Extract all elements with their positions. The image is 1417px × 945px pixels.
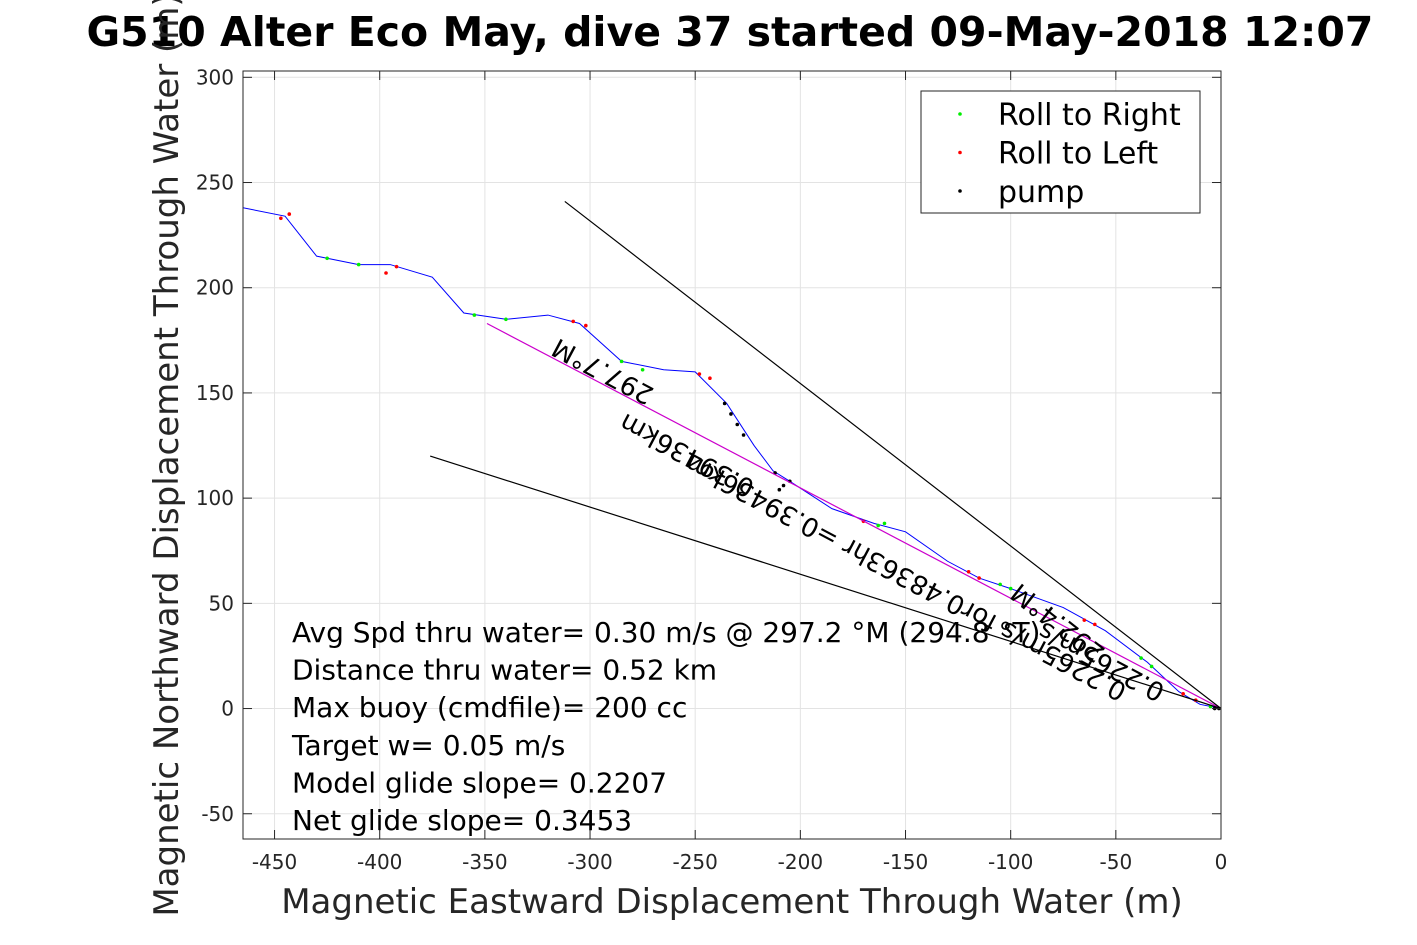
series-point — [1082, 618, 1087, 622]
series-point — [384, 271, 388, 275]
y-tick-label: 150 — [196, 381, 234, 405]
series-point — [640, 367, 645, 372]
series-point — [966, 569, 971, 574]
stats-line: Model glide slope= 0.2207 — [292, 766, 667, 799]
series-point — [1149, 664, 1154, 669]
x-tick-label: -200 — [778, 850, 823, 874]
legend-marker — [958, 150, 962, 155]
x-axis-label: Magnetic Eastward Displacement Through W… — [281, 882, 1183, 922]
series-point — [735, 422, 740, 427]
series-point — [394, 264, 399, 269]
x-tick-label: -400 — [357, 850, 402, 874]
series-point — [741, 433, 746, 437]
legend-label: Roll to Right — [998, 98, 1181, 133]
series-point — [998, 582, 1002, 587]
series-point — [729, 412, 733, 416]
legend-label: Roll to Left — [998, 137, 1158, 172]
legend-marker — [958, 189, 962, 193]
x-tick-label: -450 — [252, 850, 297, 874]
x-tick-label: -350 — [462, 850, 507, 874]
y-tick-label: 250 — [196, 171, 234, 195]
x-tick-label: -250 — [672, 850, 717, 874]
stats-line: Max buoy (cmdfile)= 200 cc — [292, 691, 687, 724]
legend-box — [920, 90, 1201, 214]
y-tick-label: 100 — [196, 486, 234, 510]
stats-line: Net glide slope= 0.3453 — [292, 804, 632, 837]
series-point — [279, 216, 283, 221]
ticks-layer: -450 -400 -350 -300 -250 -200 -150 -100 -50 0 -50 0… — [196, 65, 1228, 874]
series-point — [882, 521, 887, 526]
y-axis-label: Magnetic Northward Displacement Through … — [147, 0, 187, 917]
series-layer — [243, 200, 1221, 711]
stats-text-box: Avg Spd thru water= 0.30 m/s @ 297.2 °M … — [291, 616, 1040, 837]
series-point — [876, 523, 880, 528]
series-point — [1139, 656, 1143, 660]
series-point — [619, 359, 624, 364]
series-point — [781, 483, 786, 488]
y-tick-label: 300 — [196, 65, 234, 89]
series-point — [777, 487, 782, 492]
y-tick-label: 200 — [196, 276, 234, 300]
series-point — [1008, 586, 1013, 591]
legend-marker — [958, 112, 962, 116]
stats-line: Target w= 0.05 m/s — [291, 729, 565, 762]
y-tick-label: 50 — [209, 591, 234, 615]
series-point — [584, 323, 588, 328]
series-point — [504, 317, 508, 322]
x-tick-label: -300 — [567, 850, 612, 874]
series-point — [697, 372, 702, 376]
plot-frame — [242, 70, 1222, 840]
series-point — [708, 376, 712, 381]
x-tick-label: -100 — [988, 850, 1033, 874]
x-tick-label: -150 — [883, 850, 928, 874]
series-point — [722, 401, 727, 406]
series-point — [356, 262, 361, 267]
legend-label: pump — [998, 175, 1084, 210]
series-point — [287, 212, 292, 216]
series-point — [571, 319, 576, 324]
series-line — [243, 207, 1221, 710]
series-point — [472, 313, 477, 317]
series-point — [1093, 622, 1097, 627]
stats-line: Distance thru water= 0.52 km — [292, 654, 717, 687]
y-tick-label: -50 — [201, 802, 234, 826]
stats-line: Avg Spd thru water= 0.30 m/s @ 297.2 °M … — [292, 616, 1040, 649]
series-line — [430, 455, 1221, 710]
series-point — [1181, 692, 1185, 696]
series-point — [977, 576, 981, 580]
series-line — [486, 322, 1221, 710]
chart-title: G510 Alter Eco May, dive 37 started 09-M… — [87, 8, 1374, 56]
y-tick-label: 0 — [221, 697, 234, 721]
x-tick-label: 0 — [1215, 850, 1228, 874]
series-line — [564, 200, 1221, 710]
series-point — [325, 256, 329, 261]
x-tick-label: -50 — [1100, 850, 1133, 874]
